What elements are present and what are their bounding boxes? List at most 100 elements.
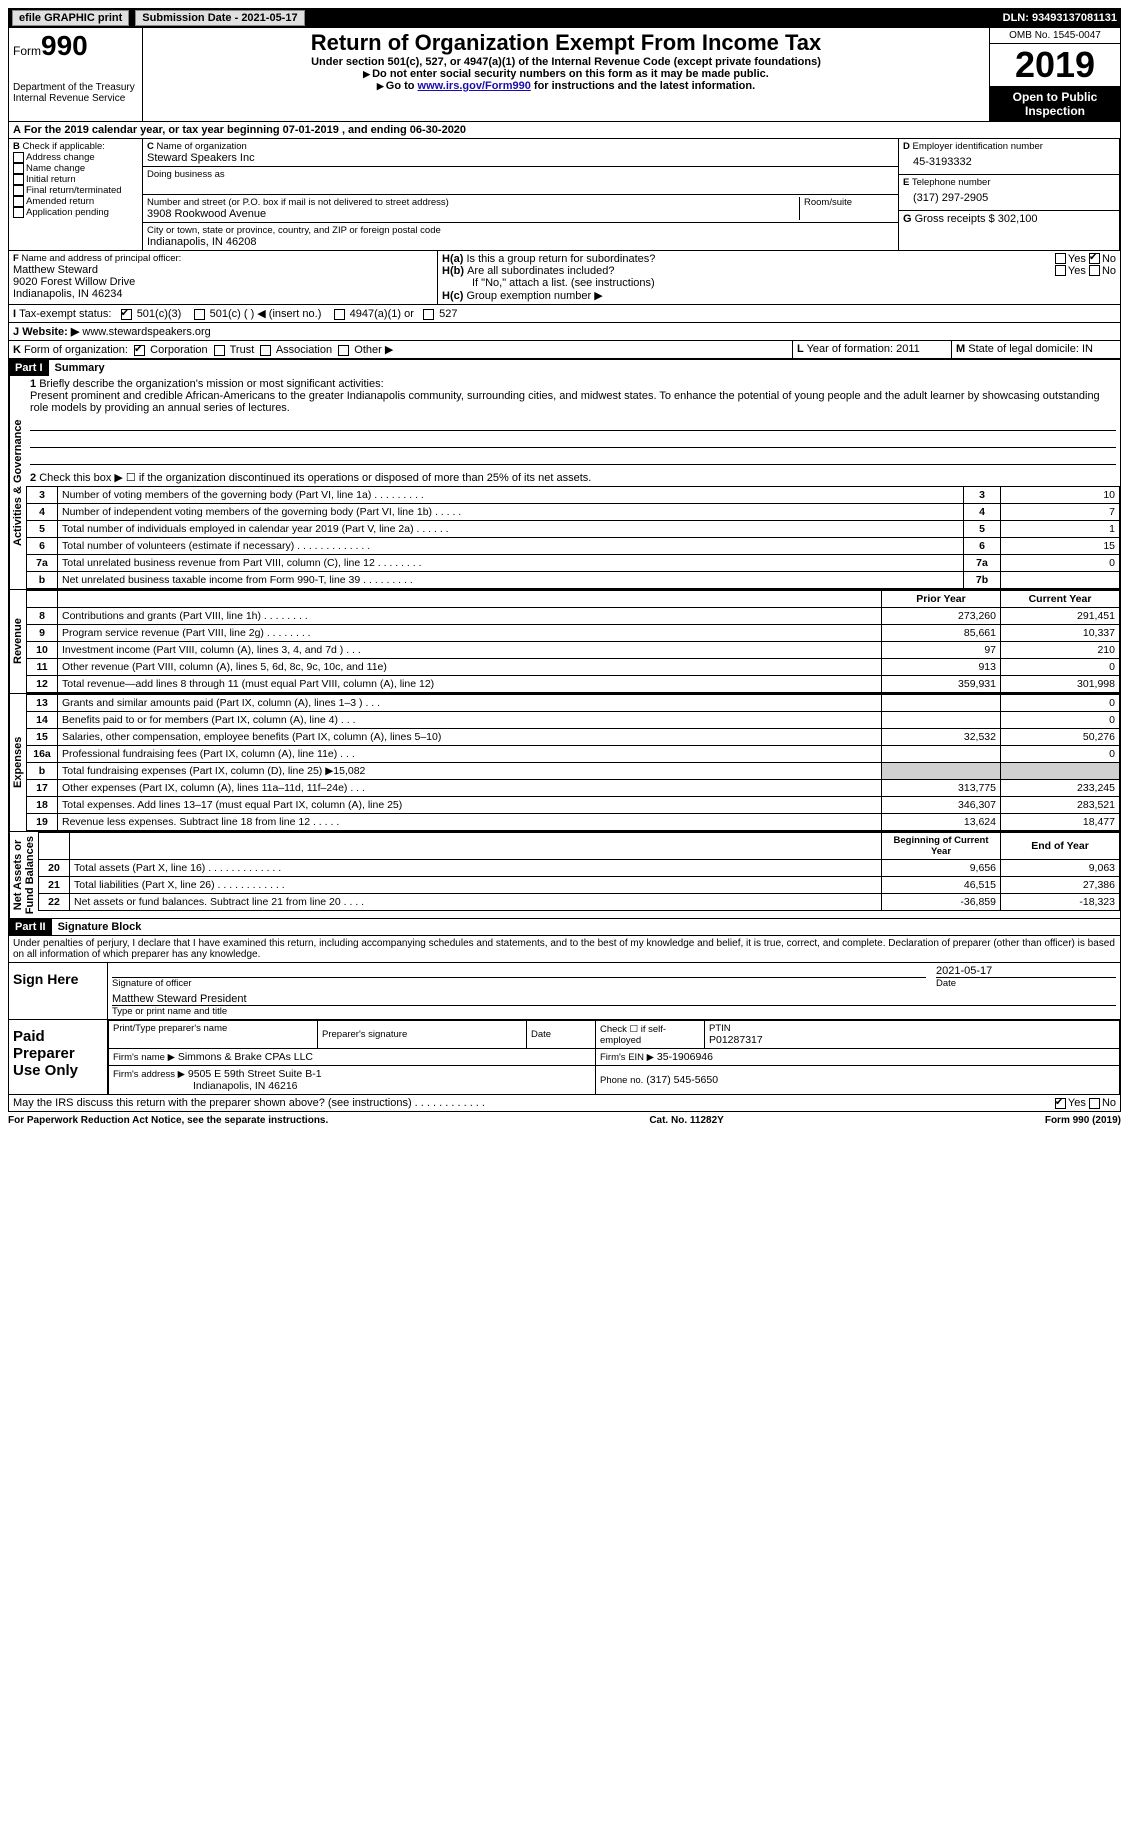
website-label: Website: ▶ [22, 326, 79, 338]
prep-sig-label: Preparer's signature [322, 1029, 522, 1040]
paid-prep-label: Paid Preparer Use Only [9, 1020, 107, 1094]
hc-label: Group exemption number ▶ [466, 290, 602, 302]
form990-link[interactable]: www.irs.gov/Form990 [418, 80, 531, 92]
table-row: 5Total number of individuals employed in… [27, 521, 1120, 538]
table-row: 17Other expenses (Part IX, column (A), l… [27, 780, 1120, 797]
open-inspection: Open to Public Inspection [990, 87, 1120, 121]
table-row: 10Investment income (Part VIII, column (… [27, 642, 1120, 659]
year-form-label: Year of formation: [807, 343, 893, 355]
527-checkbox[interactable] [423, 309, 434, 320]
form-subtitle: Under section 501(c), 527, or 4947(a)(1)… [147, 56, 985, 68]
discuss-label: May the IRS discuss this return with the… [13, 1097, 485, 1109]
hb-note: If "No," attach a list. (see instruction… [442, 277, 1116, 289]
name-change-checkbox[interactable] [13, 163, 24, 174]
hb-yes-checkbox[interactable] [1055, 265, 1066, 276]
goto-pre: Go to [386, 80, 418, 92]
phone-value: (317) 297-2905 [903, 188, 1115, 208]
other-checkbox[interactable] [338, 345, 349, 356]
sig-date-label: Date [936, 978, 1116, 989]
addr-change-checkbox[interactable] [13, 152, 24, 163]
city-label: City or town, state or province, country… [147, 225, 894, 236]
omb-number: OMB No. 1545-0047 [990, 28, 1120, 43]
table-row: 7aTotal unrelated business revenue from … [27, 555, 1120, 572]
addr-label: Number and street (or P.O. box if mail i… [147, 197, 799, 208]
sig-officer-label: Signature of officer [112, 978, 926, 989]
table-row: 21Total liabilities (Part X, line 26) . … [39, 877, 1120, 894]
sig-date-value: 2021-05-17 [936, 965, 1116, 978]
officer-name-title: Matthew Steward President [112, 993, 1116, 1006]
rev-table: Prior YearCurrent Year8Contributions and… [26, 590, 1120, 693]
assoc-checkbox[interactable] [260, 345, 271, 356]
firm-phone: (317) 545-5650 [646, 1074, 718, 1086]
declaration: Under penalties of perjury, I declare th… [8, 936, 1121, 963]
submission-button[interactable]: Submission Date - 2021-05-17 [135, 10, 304, 26]
table-row: bNet unrelated business taxable income f… [27, 572, 1120, 589]
table-row: 8Contributions and grants (Part VIII, li… [27, 608, 1120, 625]
final-return-checkbox[interactable] [13, 185, 24, 196]
dln-label: DLN: 93493137081131 [1003, 12, 1117, 24]
trust-checkbox[interactable] [214, 345, 225, 356]
part1-title: Summary [49, 360, 111, 376]
firm-ein: 35-1906946 [657, 1051, 713, 1063]
table-row: 20Total assets (Part X, line 16) . . . .… [39, 860, 1120, 877]
table-row: 4Number of independent voting members of… [27, 504, 1120, 521]
phone-label: Telephone number [912, 177, 991, 188]
initial-return-checkbox[interactable] [13, 174, 24, 185]
table-row: 18Total expenses. Add lines 13–17 (must … [27, 797, 1120, 814]
na-table: Beginning of Current YearEnd of Year20To… [38, 832, 1120, 911]
exp-table: 13Grants and similar amounts paid (Part … [26, 694, 1120, 831]
form-word: Form [13, 44, 41, 58]
form-title: Return of Organization Exempt From Incom… [147, 30, 985, 56]
room-label: Room/suite [804, 197, 894, 208]
table-row: 3Number of voting members of the governi… [27, 487, 1120, 504]
table-row: 13Grants and similar amounts paid (Part … [27, 695, 1120, 712]
table-row: 16aProfessional fundraising fees (Part I… [27, 746, 1120, 763]
goto-post: for instructions and the latest informat… [531, 80, 755, 92]
website-value: www.stewardspeakers.org [82, 326, 210, 338]
form-number: 990 [41, 30, 88, 61]
discuss-no-checkbox[interactable] [1089, 1098, 1100, 1109]
4947-checkbox[interactable] [334, 309, 345, 320]
amended-checkbox[interactable] [13, 196, 24, 207]
gov-vlabel: Activities & Governance [9, 376, 26, 589]
501c-checkbox[interactable] [194, 309, 205, 320]
ptin-value: P01287317 [709, 1034, 1115, 1046]
efile-button[interactable]: efile GRAPHIC print [12, 10, 129, 26]
table-row: 6Total number of volunteers (estimate if… [27, 538, 1120, 555]
org-name: Steward Speakers Inc [147, 152, 894, 164]
dba-label: Doing business as [147, 169, 894, 180]
form-org-label: Form of organization: [24, 344, 128, 356]
city-state-zip: Indianapolis, IN 46208 [147, 236, 894, 248]
hb-no-checkbox[interactable] [1089, 265, 1100, 276]
part2-header: Part II [9, 919, 52, 935]
mission-label: Briefly describe the organization's miss… [39, 378, 383, 390]
firm-addr-label: Firm's address ▶ [113, 1069, 185, 1080]
sign-here-label: Sign Here [9, 963, 107, 1019]
corp-checkbox[interactable] [134, 345, 145, 356]
state-label: State of legal domicile: [968, 343, 1079, 355]
tax-exempt-label: Tax-exempt status: [19, 308, 111, 320]
ein-value: 45-3193332 [903, 152, 1115, 172]
gross-label: Gross receipts $ [915, 213, 995, 225]
footer-mid: Cat. No. 11282Y [649, 1115, 723, 1126]
pending-checkbox[interactable] [13, 207, 24, 218]
year-formed: 2011 [896, 343, 920, 355]
firm-addr1: 9505 E 59th Street Suite B-1 [188, 1068, 322, 1080]
ha-yes-checkbox[interactable] [1055, 253, 1066, 264]
officer-name: Matthew Steward [13, 264, 433, 276]
na-vlabel: Net Assets or Fund Balances [9, 832, 38, 918]
prep-name-label: Print/Type preparer's name [113, 1023, 313, 1034]
ha-no-checkbox[interactable] [1089, 253, 1100, 264]
period-line: For the 2019 calendar year, or tax year … [24, 124, 466, 136]
501c3-checkbox[interactable] [121, 309, 132, 320]
firm-name: Simmons & Brake CPAs LLC [178, 1051, 313, 1063]
name-title-label: Type or print name and title [112, 1006, 1116, 1017]
ha-label: Is this a group return for subordinates? [466, 253, 1054, 265]
firm-ein-label: Firm's EIN ▶ [600, 1052, 654, 1063]
discuss-yes-checkbox[interactable] [1055, 1098, 1066, 1109]
table-row: 14Benefits paid to or for members (Part … [27, 712, 1120, 729]
table-row: 15Salaries, other compensation, employee… [27, 729, 1120, 746]
gross-receipts: 302,100 [998, 213, 1038, 225]
officer-label: Name and address of principal officer: [21, 253, 181, 264]
table-row: bTotal fundraising expenses (Part IX, co… [27, 763, 1120, 780]
